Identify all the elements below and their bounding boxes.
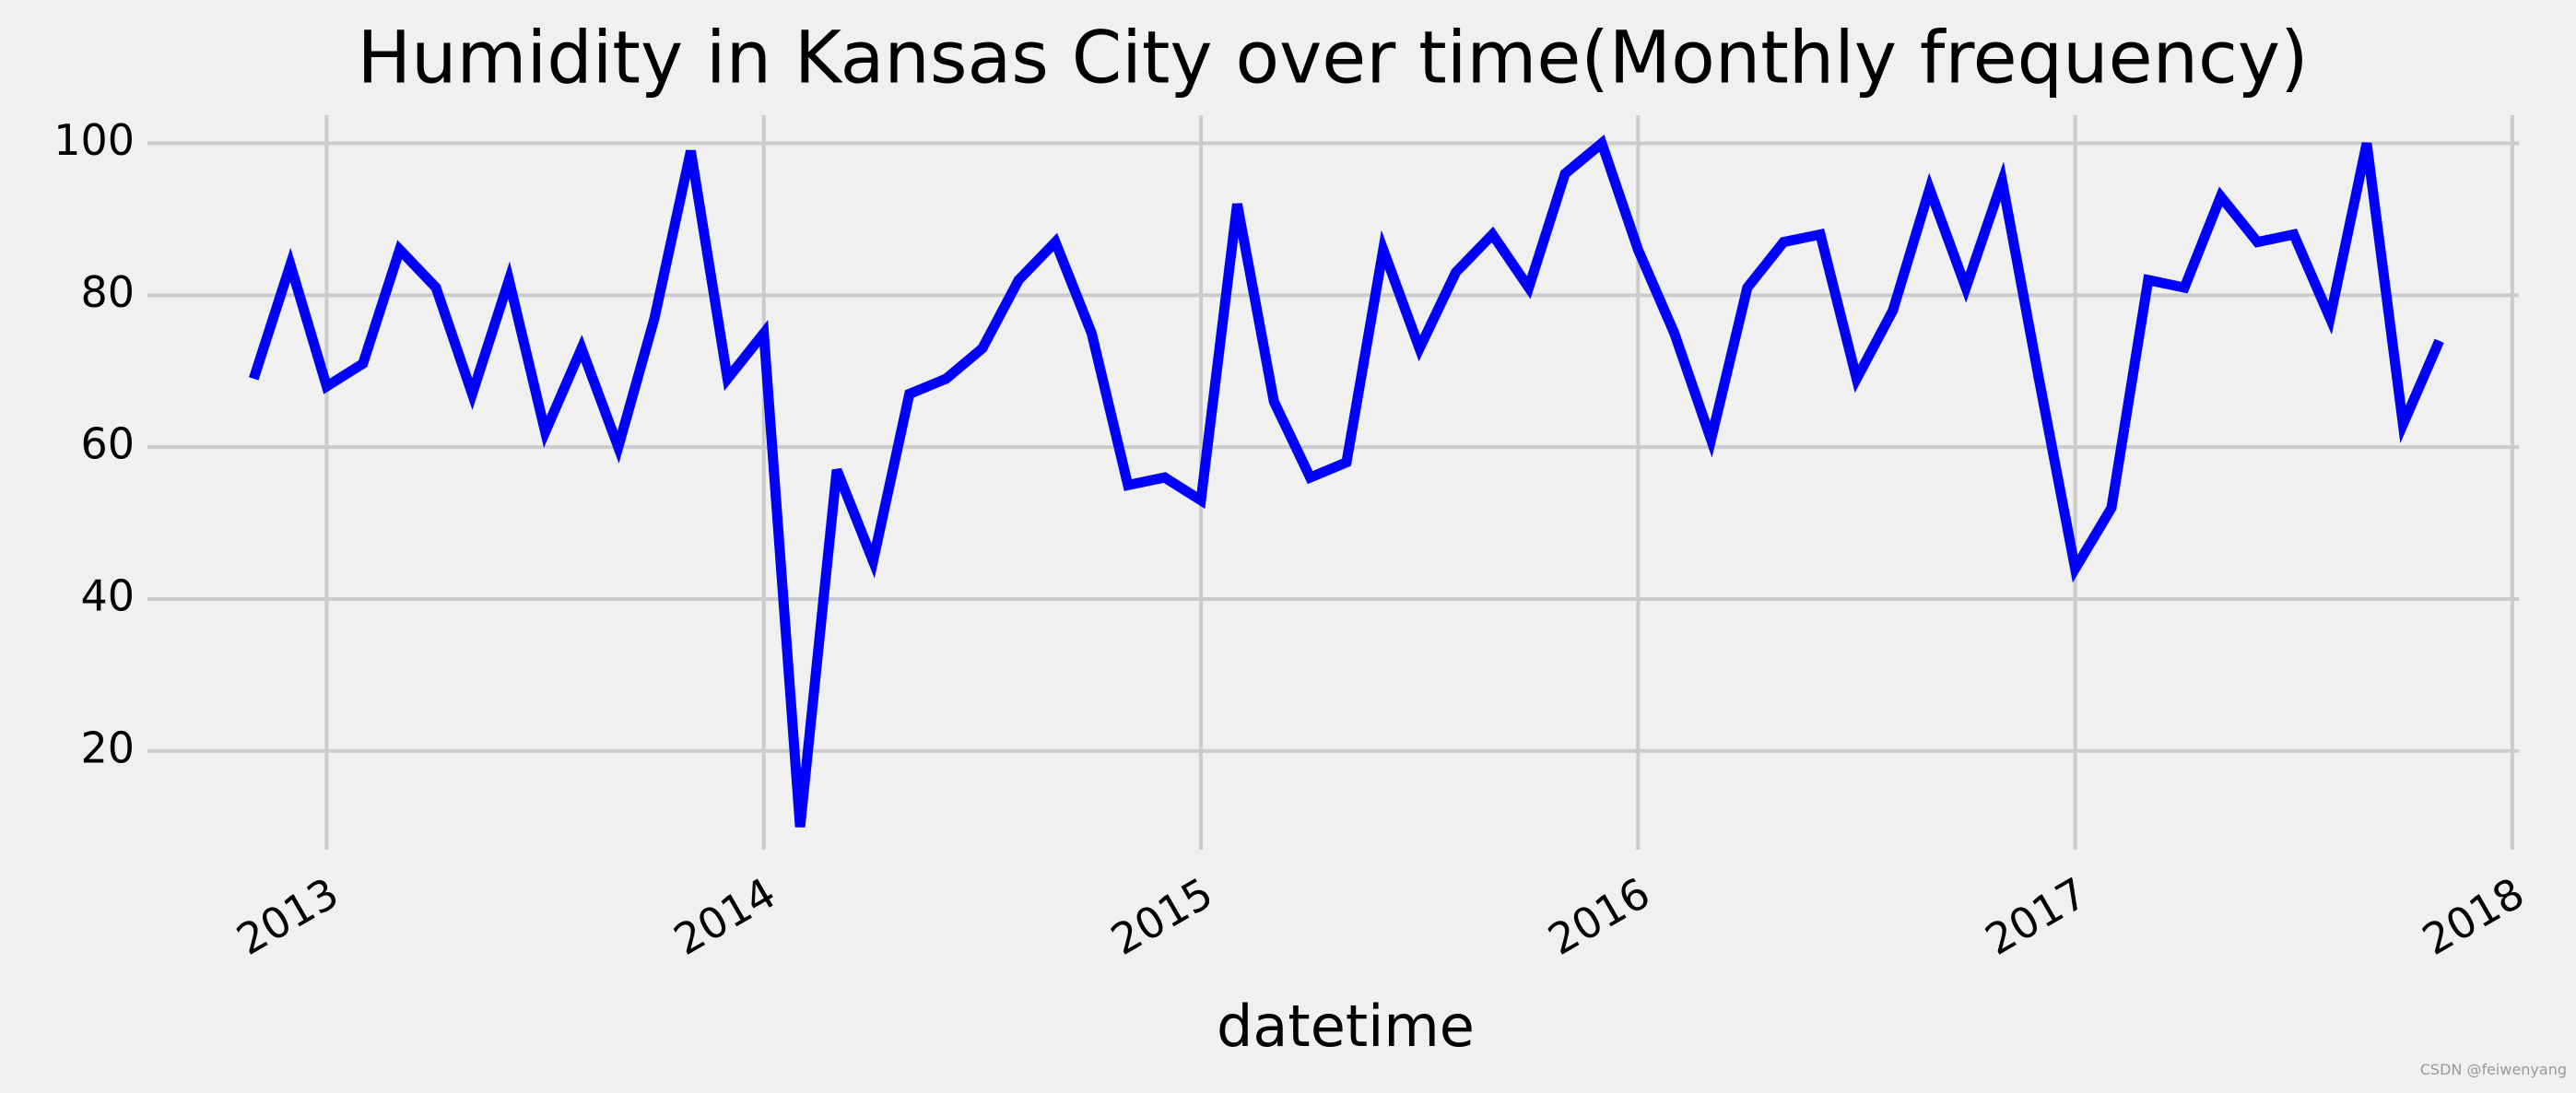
data-line — [249, 135, 2444, 828]
y-tick-label: 60 — [80, 419, 135, 469]
y-tick-label: 80 — [80, 267, 135, 317]
y-tick-label: 40 — [80, 571, 135, 621]
y-tick-label: 100 — [53, 115, 135, 165]
watermark: CSDN @feiwenyang — [2420, 1061, 2567, 1078]
chart-title: Humidity in Kansas City over time(Monthl… — [357, 17, 2308, 100]
x-axis-label: datetime — [1217, 993, 1475, 1060]
y-tick-label: 20 — [80, 723, 135, 772]
